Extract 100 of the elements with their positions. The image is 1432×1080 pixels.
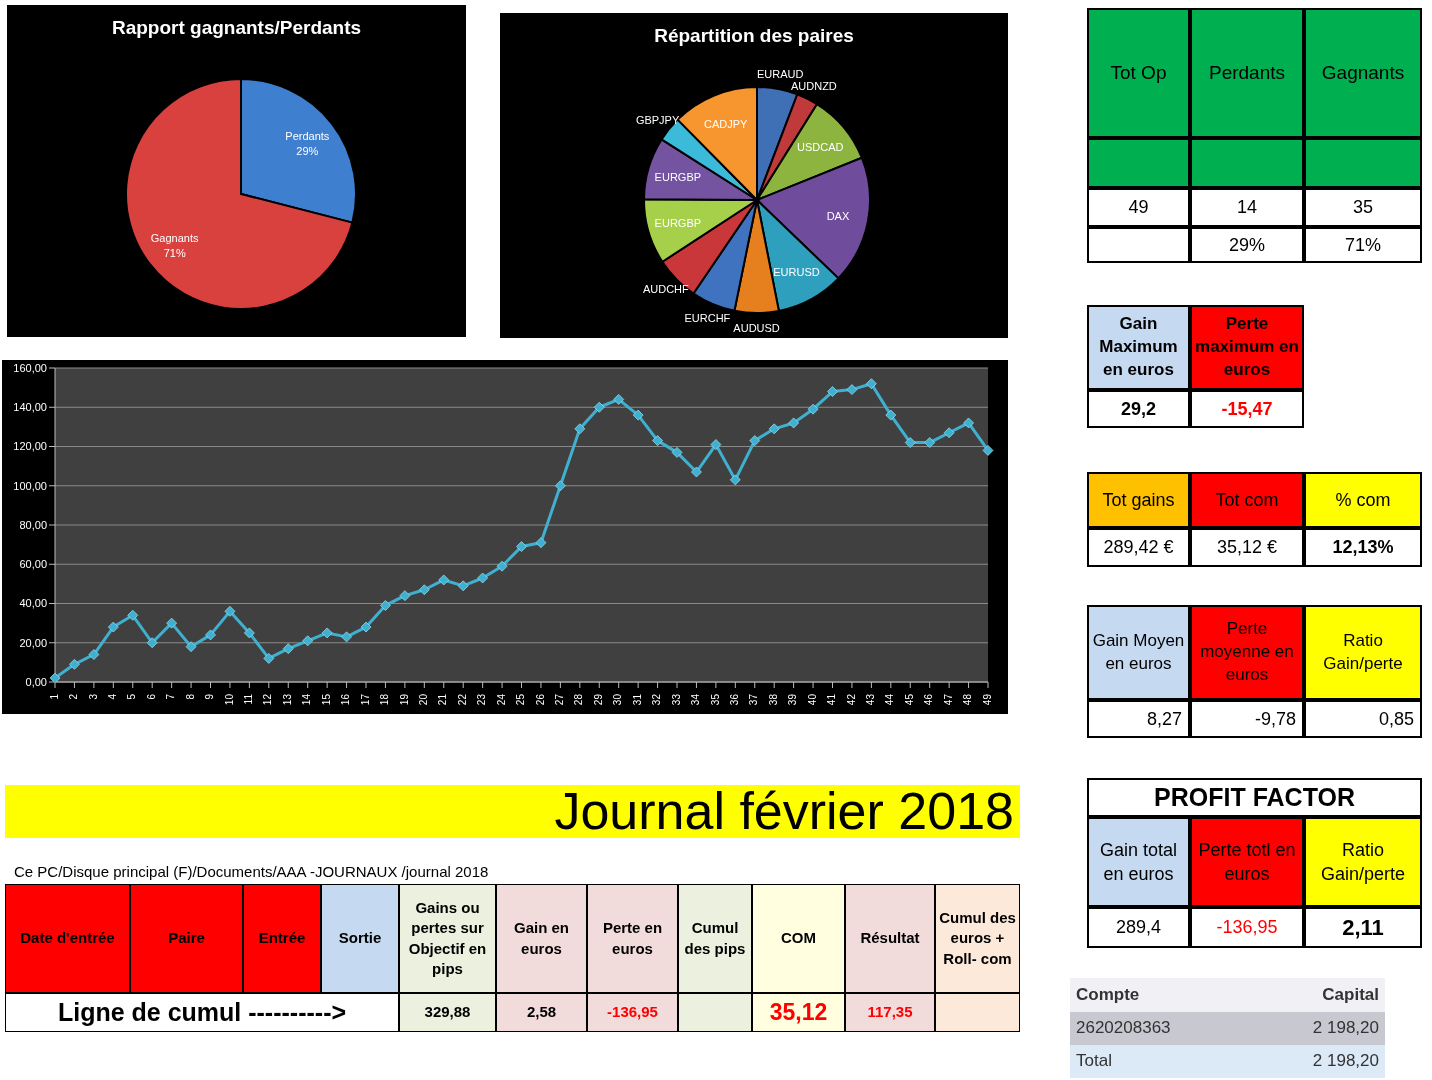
text: 2,58 [526, 1002, 557, 1023]
text: Gain en euros [513, 918, 570, 959]
text: Gain Maximum en euros [1098, 313, 1179, 381]
x-tick-label: 22 [456, 693, 468, 706]
y-tick-label: 140,00 [13, 401, 47, 414]
slice-label: Perdants [285, 129, 330, 142]
point [321, 627, 333, 639]
point [418, 584, 430, 596]
x-tick-label: 47 [942, 693, 954, 706]
text: 8,27 [1146, 707, 1182, 731]
text: Cumul des euros + Roll- com [938, 908, 1017, 969]
point [652, 435, 663, 447]
text: 12,13% [1332, 536, 1394, 560]
x-tick-label: 16 [340, 693, 352, 706]
point [380, 600, 391, 611]
text: Entrée [258, 928, 306, 949]
x-tick-label: 48 [962, 693, 974, 706]
point [535, 537, 547, 549]
x-tick-label: 3 [87, 693, 99, 700]
x-tick-label: 6 [145, 693, 157, 700]
x-tick-label: 45 [903, 693, 915, 706]
x-tick-label: 13 [281, 693, 293, 706]
point [107, 621, 119, 633]
y-tick-label: 20,00 [19, 636, 47, 649]
text: Ligne de cumul ----------> [57, 996, 347, 1028]
point [554, 480, 566, 492]
point [749, 435, 761, 447]
text: 35,12 € [1216, 536, 1278, 560]
pie-slice [125, 78, 354, 310]
x-tick-label: 31 [631, 693, 643, 706]
text: % com [1335, 488, 1391, 512]
point [166, 617, 178, 629]
point [943, 427, 955, 439]
point [827, 386, 838, 397]
text: 329,88 [424, 1002, 471, 1023]
slice-label: EURUSD [773, 266, 820, 279]
x-tick-label: 41 [826, 693, 838, 706]
point [788, 417, 800, 429]
x-tick-label: 33 [670, 693, 682, 706]
x-tick-label: 11 [243, 693, 255, 705]
x-tick-label: 5 [126, 693, 138, 700]
text: Ratio Gain/perte [1319, 838, 1407, 886]
x-tick-label: 21 [437, 693, 449, 706]
slice-label: EURGBP [654, 170, 702, 183]
text: 49 [1128, 196, 1149, 220]
text: Résultat [860, 928, 920, 949]
text: 71% [1344, 233, 1382, 257]
point [632, 409, 644, 421]
text: Perte moyenne en euros [1199, 618, 1295, 686]
x-tick-label: 46 [923, 693, 935, 706]
text: Gain total en euros [1098, 838, 1178, 886]
x-tick-label: 35 [709, 693, 721, 706]
x-tick-label: 2 [68, 693, 80, 700]
point [691, 466, 702, 478]
y-tick-label: 80,00 [19, 518, 47, 531]
text: COM [781, 928, 816, 949]
point [865, 378, 877, 390]
point [904, 437, 916, 448]
text: Perte maximum en euros [1194, 313, 1300, 381]
text: Gagnants [1321, 61, 1405, 86]
point [710, 439, 722, 450]
x-tick-label: 38 [767, 693, 779, 706]
point [516, 541, 527, 552]
text: 2620208363 [1076, 1017, 1171, 1040]
text: Gain Moyen en euros [1091, 629, 1186, 675]
x-tick-label: 34 [690, 693, 702, 706]
x-tick-label: 30 [612, 693, 624, 706]
x-tick-label: 12 [262, 693, 274, 706]
x-tick-label: 32 [651, 693, 663, 706]
text: Perdants [1208, 61, 1286, 86]
text: Paire [168, 928, 205, 949]
text: -15,47 [1221, 397, 1273, 421]
slice-label: CADJPY [703, 117, 749, 130]
point [963, 417, 974, 429]
x-tick-label: 17 [359, 693, 371, 706]
slice-label: AUDNZD [790, 79, 837, 92]
y-tick-label: 40,00 [19, 597, 47, 610]
text: PROFIT FACTOR [1154, 781, 1355, 813]
point [438, 574, 450, 586]
x-tick-label: 19 [398, 693, 410, 706]
x-tick-label: 9 [204, 693, 216, 700]
text: Perte en euros [601, 918, 664, 959]
point [457, 580, 469, 592]
point [146, 637, 158, 649]
point [127, 609, 139, 621]
point [768, 423, 780, 435]
text: Ce PC/Disque principal (F)/Documents/AAA -JOURNAUX /journal 2018 [14, 861, 489, 882]
point [613, 394, 625, 405]
point [341, 631, 352, 643]
text: 2 198,20 [1312, 1017, 1379, 1040]
point [924, 437, 936, 448]
x-tick-label: 10 [223, 693, 235, 706]
point [885, 409, 897, 421]
text: Cumul des pips [683, 918, 747, 959]
x-tick-label: 42 [845, 693, 857, 706]
text: 2 198,20 [1312, 1050, 1379, 1073]
x-tick-label: 36 [728, 693, 740, 706]
x-tick-label: 25 [515, 693, 527, 706]
y-tick-label: 120,00 [13, 440, 47, 453]
x-tick-label: 44 [884, 693, 896, 706]
